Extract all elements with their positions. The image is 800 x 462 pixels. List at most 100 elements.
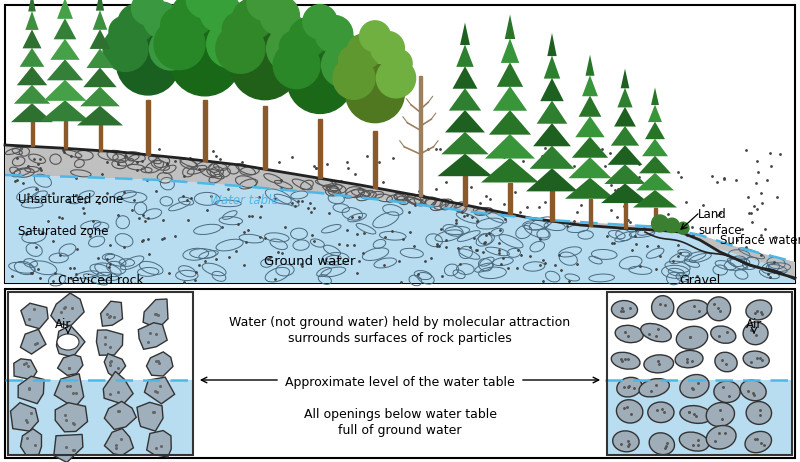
Bar <box>63 122 66 148</box>
Bar <box>8 292 193 380</box>
Polygon shape <box>493 86 527 111</box>
Circle shape <box>376 59 416 98</box>
Ellipse shape <box>615 325 643 343</box>
Polygon shape <box>18 376 44 404</box>
Polygon shape <box>14 359 37 380</box>
Ellipse shape <box>714 381 740 402</box>
Circle shape <box>200 0 241 32</box>
Ellipse shape <box>648 402 674 423</box>
Polygon shape <box>645 122 665 139</box>
Ellipse shape <box>641 323 671 342</box>
Circle shape <box>315 15 353 53</box>
Ellipse shape <box>611 352 640 369</box>
Ellipse shape <box>680 375 709 398</box>
Polygon shape <box>611 126 639 146</box>
Circle shape <box>260 0 299 36</box>
Polygon shape <box>93 10 107 30</box>
Polygon shape <box>105 429 134 455</box>
Polygon shape <box>55 403 87 432</box>
Ellipse shape <box>644 355 674 373</box>
Polygon shape <box>578 96 602 117</box>
Circle shape <box>322 43 366 87</box>
Polygon shape <box>77 106 123 126</box>
Polygon shape <box>526 168 578 191</box>
Ellipse shape <box>743 322 768 345</box>
Polygon shape <box>5 145 795 278</box>
Polygon shape <box>445 110 485 133</box>
Polygon shape <box>146 431 171 457</box>
Polygon shape <box>636 173 674 190</box>
Polygon shape <box>21 329 46 354</box>
Polygon shape <box>80 87 120 106</box>
Text: surrounds surfaces of rock particles: surrounds surfaces of rock particles <box>288 332 512 345</box>
Polygon shape <box>601 183 649 203</box>
Ellipse shape <box>746 401 771 425</box>
Circle shape <box>161 8 195 42</box>
Circle shape <box>117 32 179 95</box>
Ellipse shape <box>745 432 771 453</box>
Circle shape <box>651 215 669 232</box>
Circle shape <box>274 42 320 89</box>
Circle shape <box>216 24 265 73</box>
Polygon shape <box>453 66 478 89</box>
Polygon shape <box>21 303 48 328</box>
Polygon shape <box>533 123 571 146</box>
Circle shape <box>230 31 299 100</box>
Polygon shape <box>137 402 163 431</box>
Polygon shape <box>143 299 168 328</box>
Polygon shape <box>572 137 608 158</box>
Ellipse shape <box>746 300 772 320</box>
Polygon shape <box>614 107 636 127</box>
Polygon shape <box>449 88 482 110</box>
Ellipse shape <box>639 378 670 397</box>
Circle shape <box>665 218 679 232</box>
Bar <box>607 292 792 455</box>
Ellipse shape <box>679 432 709 451</box>
Ellipse shape <box>649 433 674 455</box>
Bar <box>463 176 466 205</box>
Polygon shape <box>146 352 173 376</box>
Bar <box>550 191 554 221</box>
Polygon shape <box>481 158 539 182</box>
Polygon shape <box>101 301 122 326</box>
Circle shape <box>347 34 382 69</box>
Polygon shape <box>639 156 671 173</box>
Ellipse shape <box>611 301 638 319</box>
Circle shape <box>289 18 328 57</box>
Polygon shape <box>582 75 598 96</box>
Polygon shape <box>501 38 519 63</box>
Text: Air: Air <box>55 318 71 331</box>
Polygon shape <box>505 14 515 39</box>
Polygon shape <box>22 30 42 49</box>
Polygon shape <box>565 178 615 199</box>
Polygon shape <box>57 0 73 19</box>
Ellipse shape <box>680 406 711 423</box>
Polygon shape <box>648 104 662 122</box>
Ellipse shape <box>652 296 674 319</box>
Bar <box>8 292 193 455</box>
Circle shape <box>360 21 390 52</box>
Polygon shape <box>58 355 83 376</box>
Polygon shape <box>530 146 574 169</box>
Polygon shape <box>26 11 38 30</box>
Polygon shape <box>456 44 474 67</box>
Bar <box>318 120 322 178</box>
Polygon shape <box>569 157 611 178</box>
Text: Ground water: Ground water <box>264 255 356 268</box>
Polygon shape <box>485 134 535 158</box>
Ellipse shape <box>710 326 736 343</box>
Text: Water (not ground water) held by molecular attraction: Water (not ground water) held by molecul… <box>230 316 570 329</box>
Text: Approximate level of the water table: Approximate level of the water table <box>285 376 515 389</box>
Circle shape <box>232 0 273 40</box>
Circle shape <box>279 31 310 62</box>
Polygon shape <box>5 175 795 283</box>
Text: Saturated zone: Saturated zone <box>18 225 109 238</box>
Polygon shape <box>442 132 489 154</box>
Polygon shape <box>145 377 174 404</box>
Polygon shape <box>57 325 85 357</box>
Circle shape <box>186 0 224 18</box>
Polygon shape <box>438 154 493 176</box>
Polygon shape <box>537 101 567 124</box>
Circle shape <box>131 0 165 25</box>
Text: Creviced rock: Creviced rock <box>58 274 143 287</box>
